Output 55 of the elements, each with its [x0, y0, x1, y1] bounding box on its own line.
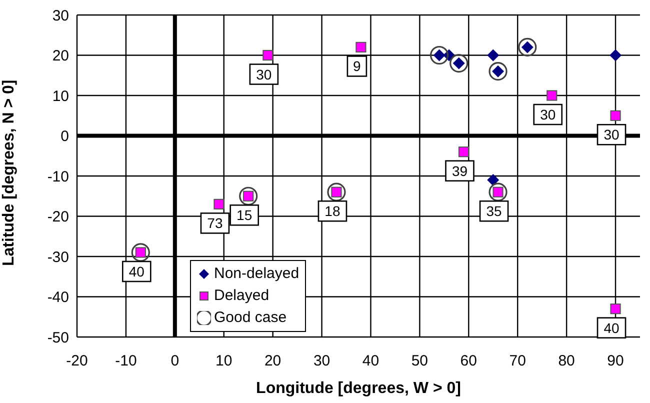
point	[487, 174, 500, 186]
x-tick-label: 70	[509, 352, 526, 370]
point	[239, 186, 258, 206]
annotation: 35	[486, 203, 502, 220]
y-tick-label: 10	[52, 88, 69, 105]
point	[131, 243, 150, 262]
legend-label: Good case	[214, 308, 287, 328]
x-axis-title: Longitude [degrees, W > 0]	[256, 380, 461, 397]
x-tick-label: 60	[460, 352, 477, 370]
x-tick-label: 40	[362, 352, 380, 370]
annotation: 40	[128, 263, 145, 280]
y-tick-label: -50	[47, 329, 69, 346]
y-tick-label: -30	[47, 248, 69, 266]
x-tick-label: -10	[115, 352, 137, 370]
annotation: 39	[452, 162, 468, 179]
y-tick-label: -10	[47, 168, 69, 186]
y-tick-label: 0	[60, 128, 69, 146]
x-tick-label: 30	[313, 352, 330, 370]
point	[610, 304, 621, 314]
annotation: 30	[540, 106, 556, 122]
point	[450, 54, 468, 73]
point	[458, 146, 470, 158]
x-tick-label: 90	[607, 352, 624, 370]
y-tick-label: -20	[47, 208, 69, 226]
point	[518, 38, 537, 56]
x-tick-label: 20	[264, 352, 282, 370]
x-tick-label: 0	[170, 352, 180, 370]
point	[430, 46, 449, 65]
point	[214, 198, 224, 210]
point	[610, 110, 621, 121]
point	[488, 62, 508, 81]
x-tick-label: 80	[558, 352, 575, 370]
point	[610, 49, 622, 62]
annotation: 30	[256, 66, 272, 82]
annotation: 18	[324, 203, 340, 220]
y-tick-label: 20	[52, 48, 69, 65]
x-tick-label: -20	[66, 352, 88, 370]
point	[262, 50, 274, 61]
point	[356, 42, 366, 52]
legend-label: Non-delayed	[214, 264, 300, 284]
y-tick-label: -40	[47, 289, 69, 306]
x-tick-label: 50	[411, 352, 428, 370]
annotation: 40	[604, 320, 620, 336]
annotation: 9	[353, 58, 362, 74]
y-axis-title: Latitude [degrees, N > 0]	[0, 80, 18, 266]
point	[546, 90, 558, 101]
point	[327, 182, 346, 202]
legend-label: Delayed	[214, 286, 270, 306]
annotation: 73	[207, 215, 223, 232]
x-tick-label: 10	[216, 352, 232, 370]
point	[487, 49, 500, 62]
annotation: 15	[236, 207, 252, 224]
point	[488, 182, 508, 202]
annotation: 30	[604, 126, 620, 143]
y-tick-label: 30	[52, 7, 69, 24]
